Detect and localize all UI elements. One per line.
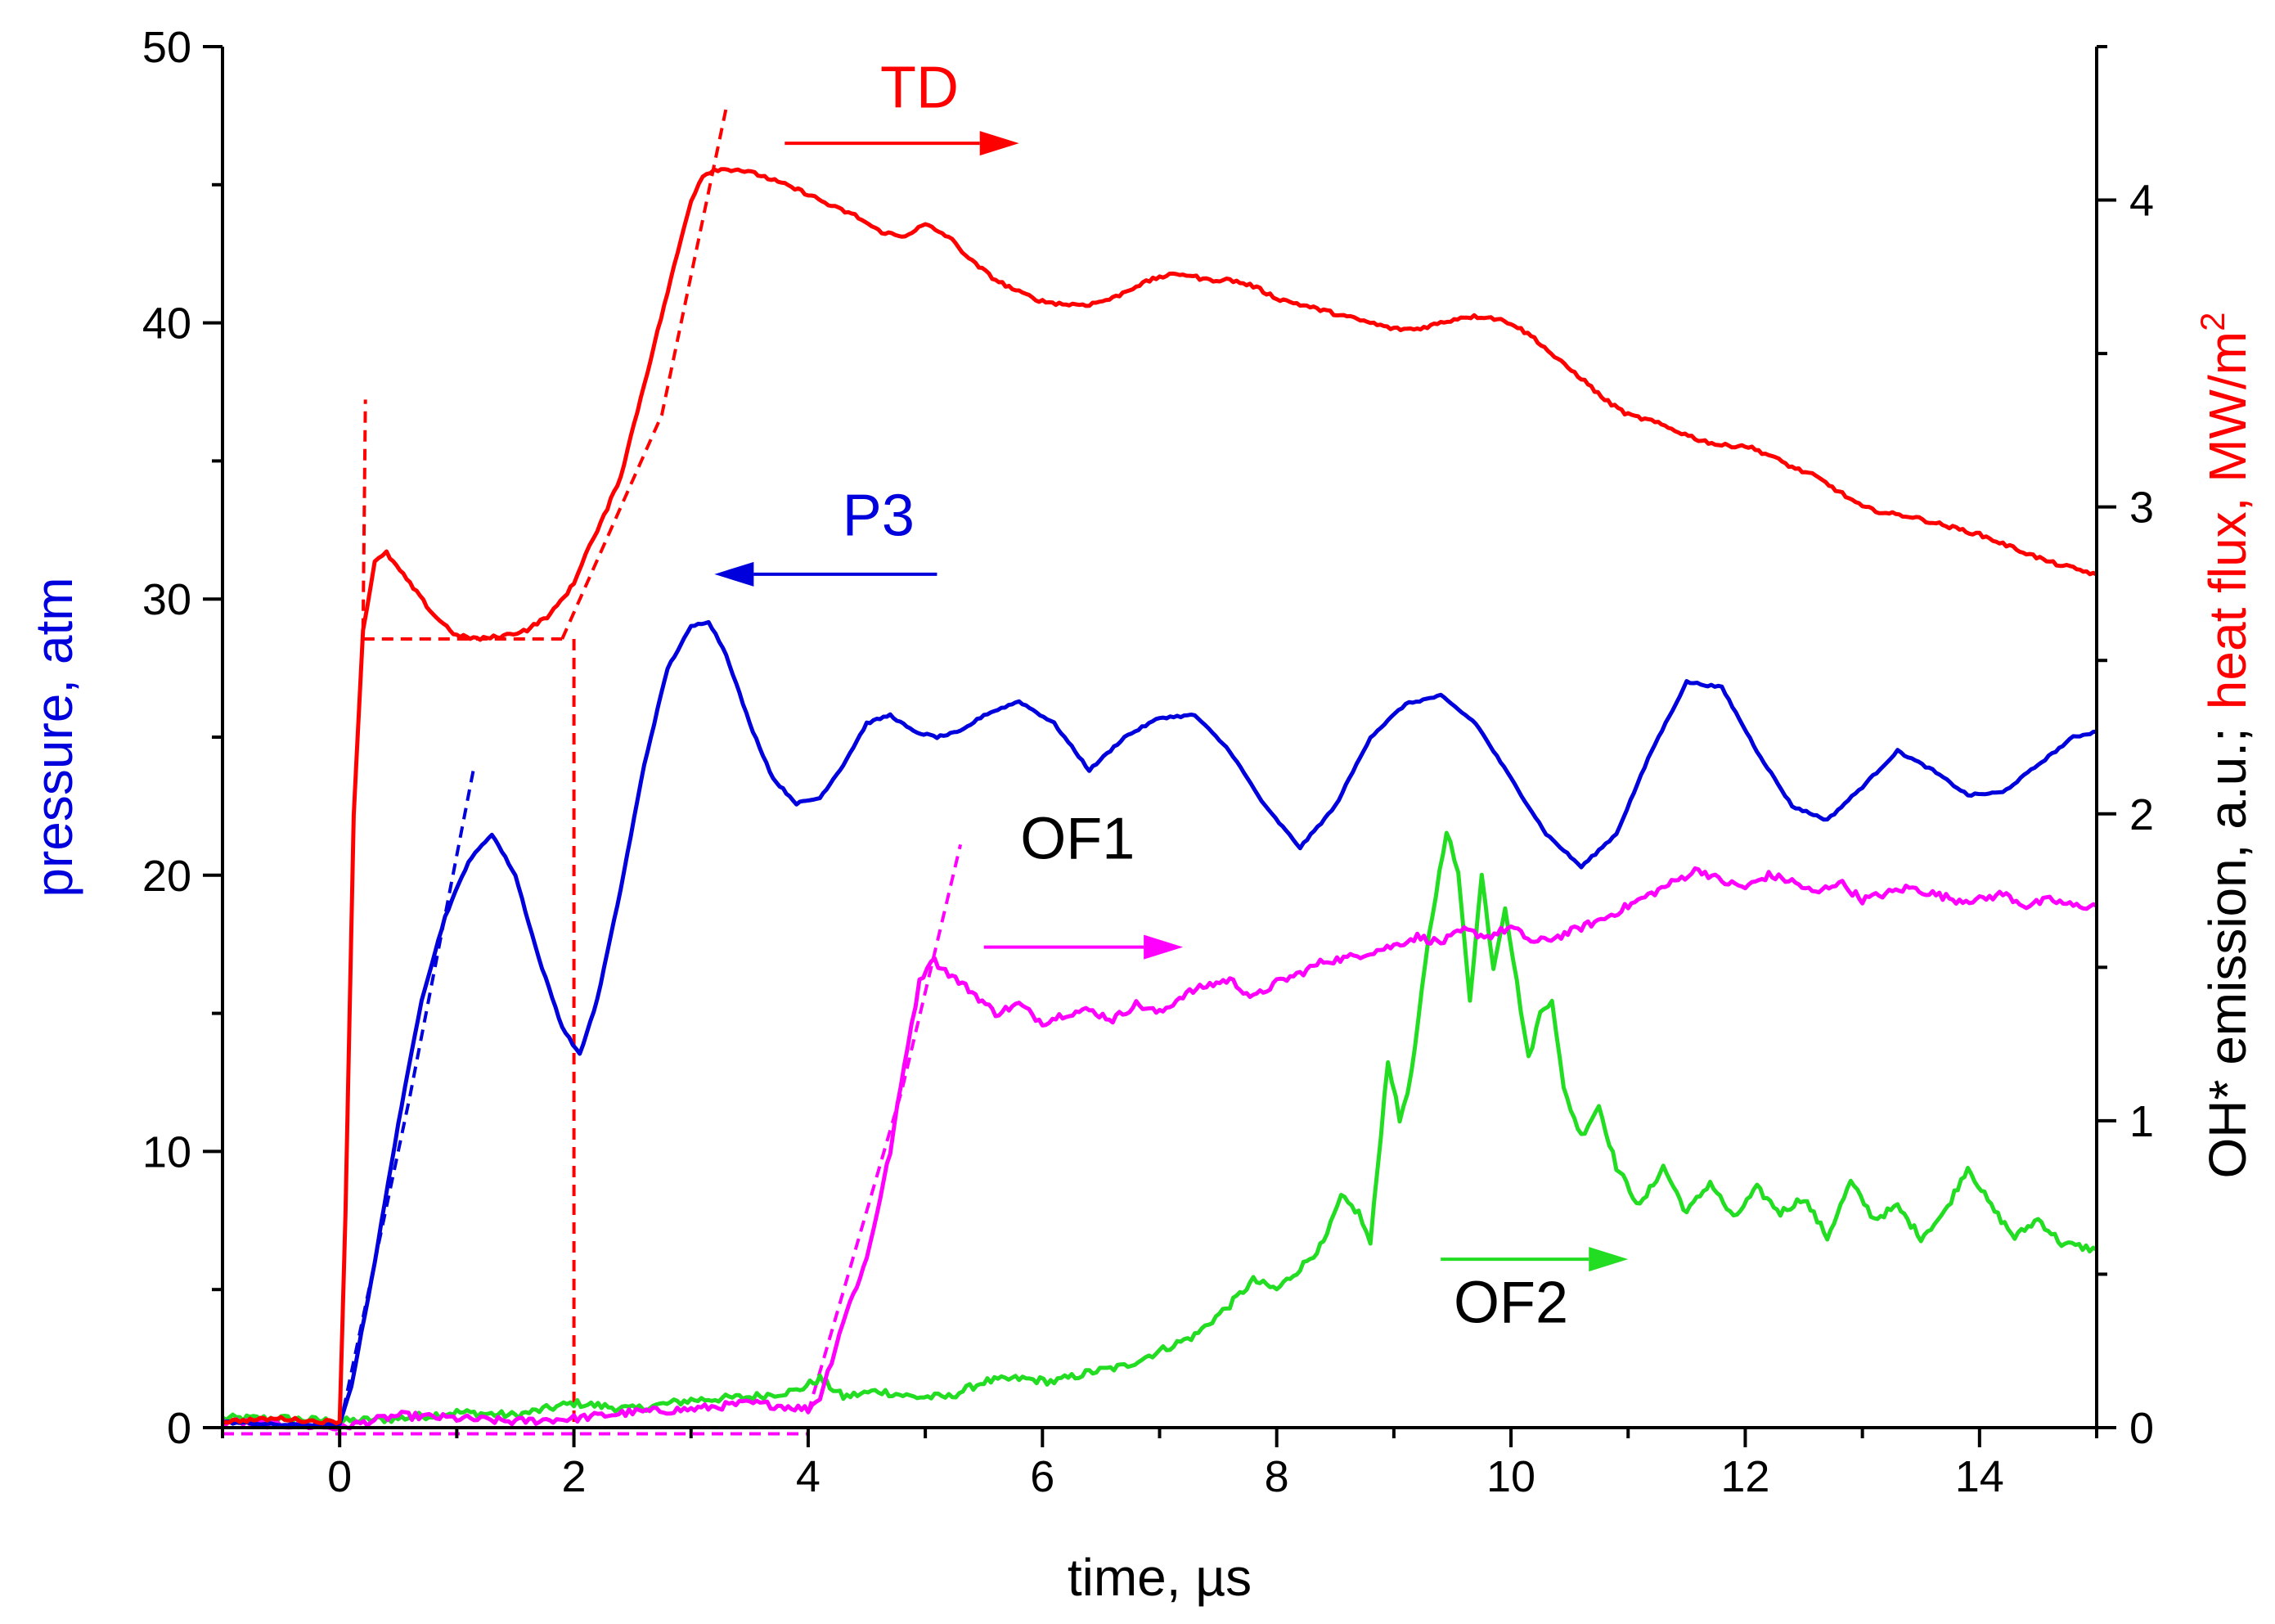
y-left-tick-label: 40 [142, 299, 191, 349]
x-tick-label: 4 [796, 1452, 821, 1501]
series-line-of2 [223, 830, 2097, 1426]
annotation-arrow-head-of1 [1144, 934, 1184, 960]
y-left-tick-label: 50 [142, 23, 191, 72]
y-left-tick-label: 20 [142, 852, 191, 901]
x-tick-label: 14 [1955, 1452, 2004, 1501]
series-line-p3 [223, 619, 2097, 1428]
y-right-tick-label: 2 [2129, 790, 2154, 839]
y-left-tick-label: 10 [142, 1127, 191, 1176]
annotation-label-of1: OF1 [1020, 807, 1135, 872]
y-left-axis-title: pressure, atm [25, 577, 83, 897]
annotation-arrow-head-p3 [714, 561, 754, 587]
y-left-tick-label: 30 [142, 575, 191, 624]
series-layer [223, 107, 2097, 1436]
annotation-label-of2: OF2 [1454, 1271, 1568, 1336]
y-right-tick-label: 3 [2129, 484, 2154, 533]
x-tick-label: 12 [1720, 1452, 1769, 1501]
annotation-arrow-head-td [979, 131, 1019, 156]
dashed-guide-4 [560, 107, 728, 640]
x-tick-label: 8 [1265, 1452, 1289, 1501]
y-right-title-part: OH* emission, a.u.; [2198, 727, 2257, 1178]
y-left-tick-label: 0 [167, 1404, 191, 1453]
y-right-title-part: heat flux, MW/m [2198, 331, 2257, 709]
y-right-title-superscript: 2 [2193, 313, 2232, 331]
axes-layer [203, 45, 2116, 1447]
x-tick-label: 0 [327, 1452, 352, 1501]
x-axis-title: time, µs [1068, 1548, 1252, 1607]
y-right-tick-label: 4 [2129, 177, 2154, 226]
y-right-axis-title: OH* emission, a.u.; heat flux, MW/m2 [2193, 313, 2257, 1179]
x-tick-label: 2 [562, 1452, 587, 1501]
annotation-layer: TD P3 OF1 OF2 [714, 55, 1629, 1336]
annotation-label-p3: P3 [843, 484, 915, 549]
series-line-td [223, 167, 2097, 1426]
y-right-tick-label: 0 [2129, 1404, 2154, 1453]
dashed-guide-1 [361, 399, 367, 630]
y-right-tick-label: 1 [2129, 1097, 2154, 1146]
x-tick-label: 6 [1030, 1452, 1054, 1501]
x-tick-label: 10 [1486, 1452, 1535, 1501]
series-line-of1 [223, 866, 2097, 1432]
annotation-arrow-head-of2 [1589, 1247, 1629, 1272]
annotation-label-td: TD [880, 55, 959, 120]
